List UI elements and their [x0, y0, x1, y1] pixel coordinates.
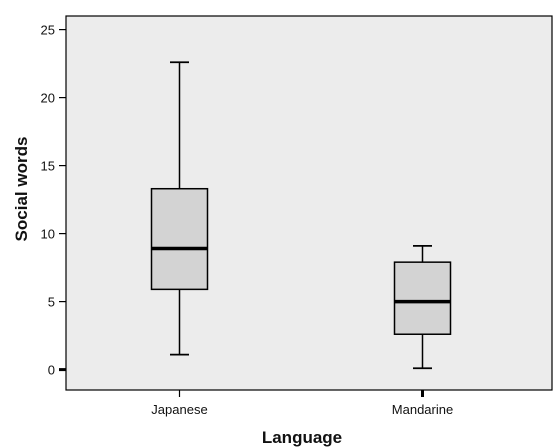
y-tick-label: 15	[41, 159, 55, 174]
x-tick-label: Mandarine	[392, 402, 453, 417]
x-axis: Japanese Mandarine	[151, 390, 453, 417]
iqr-box	[393, 261, 452, 335]
boxes	[150, 61, 452, 370]
y-tick-label: 10	[41, 227, 55, 242]
y-tick-label: 0	[48, 363, 55, 378]
y-axis-title: Social words	[12, 137, 31, 242]
x-tick-label: Japanese	[151, 402, 207, 417]
box-mandarine	[393, 244, 452, 370]
plot-area	[65, 15, 553, 391]
y-tick-label: 20	[41, 91, 55, 106]
box-japanese	[150, 61, 209, 356]
iqr-box	[150, 187, 209, 291]
y-tick-label: 25	[41, 23, 55, 38]
y-tick-label: 5	[48, 295, 55, 310]
x-axis-title: Language	[262, 428, 342, 447]
y-axis: 0 5 10 15 20 25	[41, 23, 66, 378]
